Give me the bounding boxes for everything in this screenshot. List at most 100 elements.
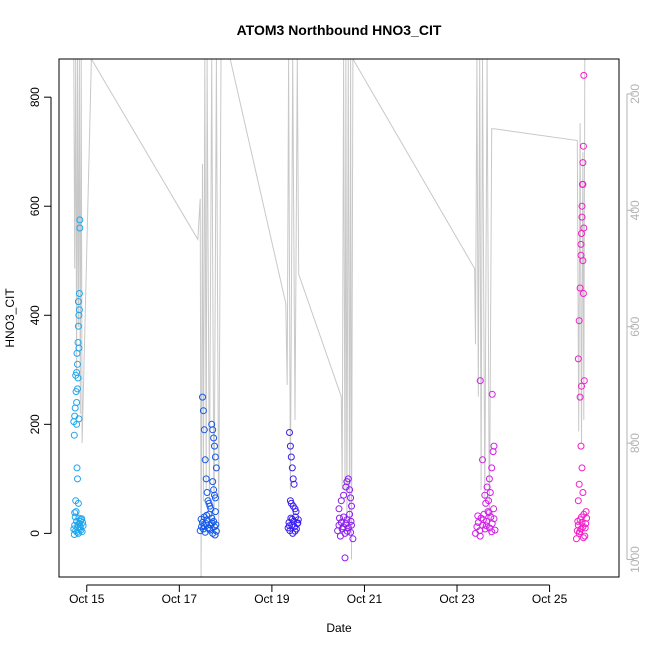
x-tick-label: Oct 17 [162, 592, 198, 606]
data-point [479, 516, 487, 524]
data-point [474, 512, 482, 520]
data-point [74, 385, 81, 393]
data-point [201, 456, 209, 464]
data-point [286, 429, 293, 436]
data-point [199, 393, 206, 401]
data-point [200, 426, 208, 434]
data-point [578, 464, 586, 472]
data-point [346, 510, 354, 518]
data-point [74, 499, 82, 507]
data-point [290, 480, 298, 488]
chart-title: ATOM3 Northbound HNO3_CIT [237, 22, 442, 38]
data-point [580, 71, 588, 79]
data-point [579, 142, 587, 150]
data-point [291, 527, 299, 535]
data-point [73, 399, 81, 406]
data-point [71, 509, 79, 517]
data-point [202, 475, 210, 483]
data-point [482, 522, 490, 530]
data-point [74, 475, 81, 483]
y-tick-label: 400 [28, 305, 42, 325]
data-point [76, 525, 84, 532]
data-point [577, 442, 585, 450]
data-point [485, 509, 493, 517]
data-point [348, 502, 355, 510]
data-point [343, 527, 351, 535]
data-point [576, 284, 584, 292]
axes-layer: 0 200 400 600 800 Oct 15 Oct 17 Oct 19 Oct 21 Oct… [28, 84, 642, 606]
data-point [490, 505, 498, 513]
data-point [490, 442, 498, 450]
data-point [346, 486, 354, 494]
data-point [74, 298, 82, 306]
y2-tick-label: 1000 [628, 546, 642, 573]
data-point [75, 290, 83, 297]
data-point [341, 554, 349, 562]
data-point [212, 527, 220, 535]
data-point [76, 216, 84, 224]
x-tick-label: Oct 15 [69, 592, 105, 606]
data-point [344, 475, 352, 483]
data-point [577, 240, 585, 248]
data-point [208, 519, 216, 527]
data-point [579, 534, 587, 542]
data-point [574, 517, 582, 525]
data-point [76, 224, 84, 232]
data-point [336, 514, 343, 522]
data-point [288, 515, 296, 523]
data-point [578, 213, 586, 221]
data-point [349, 535, 357, 543]
data-point [347, 528, 355, 536]
data-point [574, 497, 582, 505]
y-tick-label: 200 [28, 414, 42, 434]
data-point [75, 306, 83, 314]
data-point [579, 489, 587, 496]
data-point [209, 478, 217, 486]
data-point [70, 431, 78, 439]
data-point [203, 489, 211, 496]
y-tick-label: 800 [28, 87, 42, 107]
plot-layer [70, 59, 591, 577]
data-point [286, 442, 294, 450]
data-point [579, 290, 587, 297]
data-point [581, 524, 589, 532]
y-axis-label: HNO3_CIT [3, 288, 17, 348]
data-point [199, 407, 207, 415]
flight-group-3 [284, 429, 302, 537]
data-point [482, 499, 490, 507]
data-point [489, 448, 497, 456]
data-point [75, 514, 83, 522]
data-point [488, 464, 496, 472]
data-point [580, 224, 588, 232]
data-point [211, 442, 218, 450]
data-point [481, 491, 489, 499]
data-point [74, 322, 82, 330]
data-point [340, 491, 348, 499]
data-point [485, 475, 493, 483]
data-point [77, 526, 85, 534]
x-tick-label: Oct 19 [254, 592, 290, 606]
y-tick-label: 600 [28, 196, 42, 216]
flight-group-5 [472, 377, 499, 540]
y2-tick-label: 400 [628, 200, 642, 220]
data-point [580, 377, 588, 385]
x-axis-label: Date [326, 621, 352, 635]
data-point [347, 494, 355, 502]
x-tick-label: Oct 23 [439, 592, 475, 606]
data-point [211, 453, 219, 461]
data-point [292, 508, 300, 516]
data-point [575, 480, 583, 488]
data-point [211, 494, 219, 502]
data-point [211, 531, 219, 539]
data-point [74, 374, 82, 382]
data-point [339, 523, 347, 531]
data-point [197, 515, 205, 523]
data-point [348, 521, 355, 529]
data-point [205, 525, 213, 532]
flight-group-4 [334, 475, 357, 562]
data-point [578, 382, 585, 390]
data-point [572, 535, 580, 543]
data-point [75, 344, 83, 352]
